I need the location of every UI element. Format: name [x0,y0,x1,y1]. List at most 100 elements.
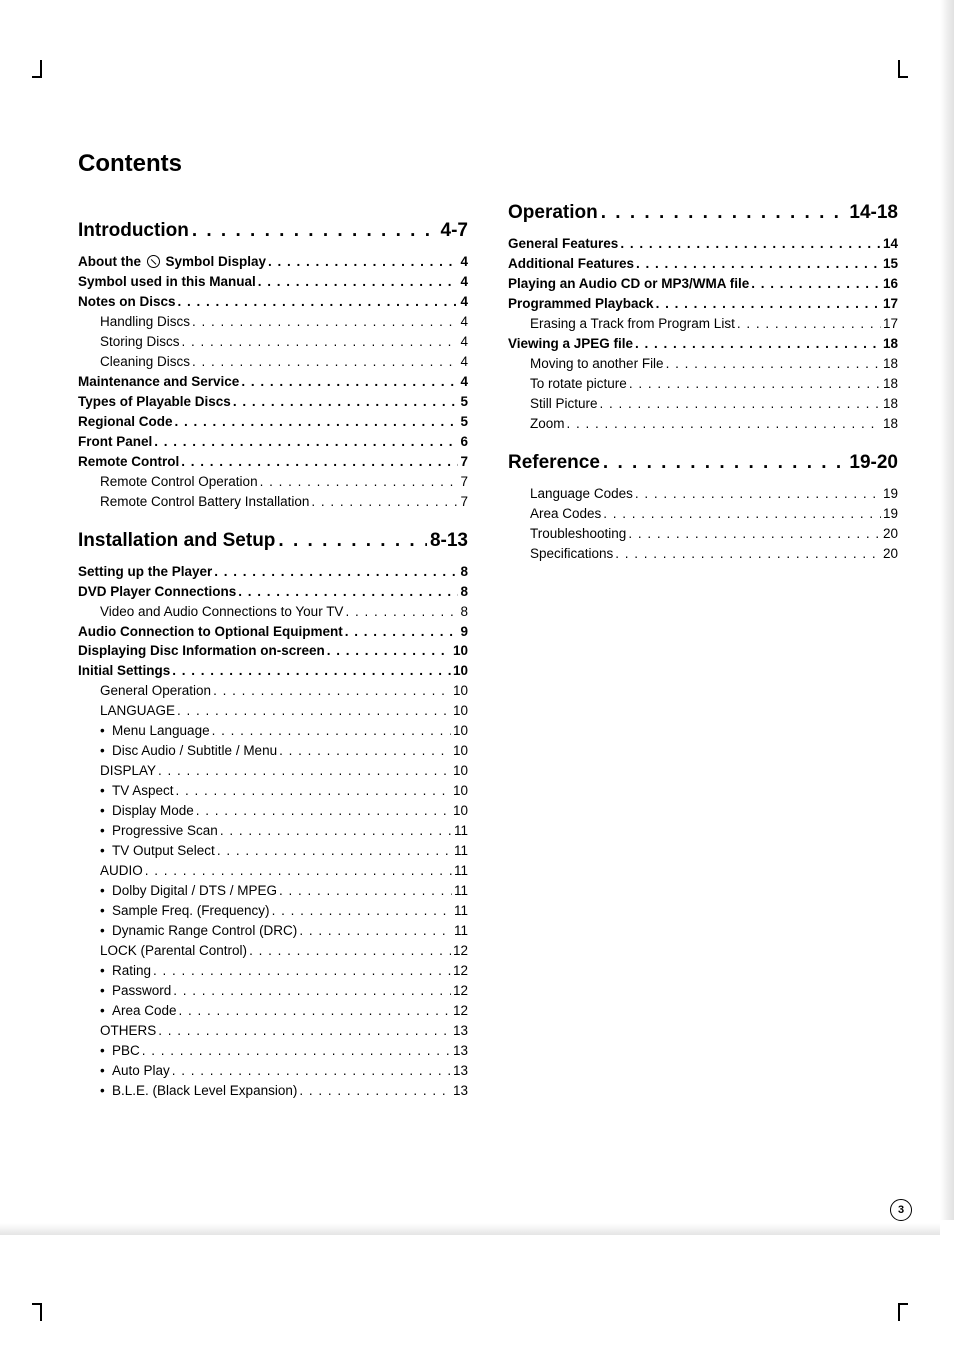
toc-row: •Progressive Scan . . . . . . . . . . . … [78,821,468,841]
crop-mark-bottom-left [24,1303,42,1321]
toc-leader-dots: . . . . . . . . . . . . . . . . . . . . … [279,881,452,901]
toc-row: Still Picture . . . . . . . . . . . . . … [508,394,898,414]
toc-row-page: 20 [883,524,898,544]
toc-row: Moving to another File . . . . . . . . .… [508,354,898,374]
page-content: Contents Introduction . . . . . . . . . … [78,150,898,1101]
toc-row: •Auto Play . . . . . . . . . . . . . . .… [78,1061,468,1081]
toc-row-page: 4 [460,272,468,292]
toc-row: Maintenance and Service . . . . . . . . … [78,372,468,392]
bullet-icon: • [100,1061,112,1081]
toc-row-page: 18 [883,334,898,354]
bullet-icon: • [100,741,112,761]
toc-row-page: 12 [453,981,468,1001]
toc-row-page: 5 [460,392,468,412]
toc-leader-dots: . . . . . . . . . . . . . . . . . . . . … [213,681,451,701]
toc-row: •PBC . . . . . . . . . . . . . . . . . .… [78,1041,468,1061]
bullet-icon: • [100,1001,112,1021]
toc-row-page: 6 [460,432,468,452]
toc-row-label: B.L.E. (Black Level Expansion) [112,1081,297,1101]
toc-row-page: 16 [883,274,898,294]
toc-leader-dots: . . . . . . . . . . . . . . . . . . . . … [601,202,847,224]
toc-leader-dots: . . . . . . . . . . . . . . . . . . . . … [154,432,458,452]
toc-row-page: 4 [460,252,468,272]
toc-row-label: Notes on Discs [78,292,176,312]
toc-section-pages: 8-13 [430,530,468,552]
bullet-icon: • [100,821,112,841]
toc-row-page: 18 [883,374,898,394]
toc-row-label: Audio Connection to Optional Equipment [78,622,343,642]
toc-leader-dots: . . . . . . . . . . . . . . . . . . . . … [258,272,459,292]
toc-leader-dots: . . . . . . . . . . . . . . . . . . . . … [172,1061,451,1081]
page-shadow-right [940,0,954,1220]
toc-leader-dots: . . . . . . . . . . . . . . . . . . . . … [620,234,881,254]
toc-row: Regional Code . . . . . . . . . . . . . … [78,412,468,432]
toc-row-label: General Operation [100,681,211,701]
toc-leader-dots: . . . . . . . . . . . . . . . . . . . . … [635,334,881,354]
toc-row-page: 9 [460,622,468,642]
toc-leader-dots: . . . . . . . . . . . . . . . . . . . . … [214,562,458,582]
toc-row: LANGUAGE . . . . . . . . . . . . . . . .… [78,701,468,721]
toc-leader-dots: . . . . . . . . . . . . . . . . . . . . … [179,1001,451,1021]
toc-row-label: Maintenance and Service [78,372,239,392]
toc-row: Specifications . . . . . . . . . . . . .… [508,544,898,564]
toc-row: •Menu Language . . . . . . . . . . . . .… [78,721,468,741]
toc-row: To rotate picture . . . . . . . . . . . … [508,374,898,394]
toc-leader-dots: . . . . . . . . . . . . . . . . . . . . … [666,354,881,374]
toc-row: Playing an Audio CD or MP3/WMA file . . … [508,274,898,294]
toc-row: Troubleshooting . . . . . . . . . . . . … [508,524,898,544]
toc-leader-dots: . . . . . . . . . . . . . . . . . . . . … [217,841,452,861]
toc-row-label: Remote Control Battery Installation [100,492,309,512]
bullet-icon: • [100,961,112,981]
toc-row-page: 15 [883,254,898,274]
toc-row: Types of Playable Discs . . . . . . . . … [78,392,468,412]
toc-row: Remote Control Operation . . . . . . . .… [78,472,468,492]
toc-row-label: Auto Play [112,1061,170,1081]
toc-left-column: Introduction . . . . . . . . . . . . . .… [78,202,468,1101]
toc-leader-dots: . . . . . . . . . . . . . . . . . . . . … [177,701,451,721]
toc-section-introduction: Introduction . . . . . . . . . . . . . .… [78,220,468,242]
toc-row: Displaying Disc Information on-screen . … [78,641,468,661]
toc-row-page: 4 [460,332,468,352]
toc-leader-dots: . . . . . . . . . . . . . . . . . . . . … [196,801,451,821]
toc-row-label: Cleaning Discs [100,352,190,372]
toc-row-label: Setting up the Player [78,562,212,582]
toc-section-label: Reference [508,452,600,474]
toc-leader-dots: . . . . . . . . . . . . . . . . . . . . … [636,254,881,274]
toc-row: •Disc Audio / Subtitle / Menu . . . . . … [78,741,468,761]
toc-section-installation: Installation and Setup . . . . . . . . .… [78,530,468,552]
toc-row-label: Symbol used in this Manual [78,272,256,292]
toc-row-label: DISPLAY [100,761,156,781]
toc-row-label: DVD Player Connections [78,582,236,602]
toc-row-label: Progressive Scan [112,821,218,841]
toc-leader-dots: . . . . . . . . . . . . . . . . . . . . … [158,1021,451,1041]
toc-row: Language Codes . . . . . . . . . . . . .… [508,484,898,504]
toc-row: Remote Control Battery Installation . . … [78,492,468,512]
toc-row: •Dynamic Range Control (DRC) . . . . . .… [78,921,468,941]
bullet-icon: • [100,1041,112,1061]
toc-row: General Operation . . . . . . . . . . . … [78,681,468,701]
toc-section-installation-rows: Setting up the Player . . . . . . . . . … [78,562,468,1101]
toc-leader-dots: . . . . . . . . . . . . . . . . . . . . … [278,530,427,552]
toc-row-page: 10 [453,661,468,681]
toc-row: Initial Settings . . . . . . . . . . . .… [78,661,468,681]
toc-row-label: LOCK (Parental Control) [100,941,247,961]
toc-row-page: 20 [883,544,898,564]
toc-row-label: Sample Freq. (Frequency) [112,901,270,921]
toc-right-column: Operation . . . . . . . . . . . . . . . … [508,202,898,1101]
toc-section-reference-rows: Language Codes . . . . . . . . . . . . .… [508,484,898,564]
toc-row-page: 10 [453,681,468,701]
toc-leader-dots: . . . . . . . . . . . . . . . . . . . . … [603,504,881,524]
toc-row-page: 13 [453,1081,468,1101]
toc-leader-dots: . . . . . . . . . . . . . . . . . . . . … [233,392,459,412]
toc-row: Area Codes . . . . . . . . . . . . . . .… [508,504,898,524]
toc-leader-dots: . . . . . . . . . . . . . . . . . . . . … [635,484,881,504]
page-shadow-bottom [0,1223,940,1235]
crop-mark-top-right [898,60,916,78]
toc-leader-dots: . . . . . . . . . . . . . . . . . . . . … [260,472,459,492]
toc-row-page: 10 [453,761,468,781]
toc-section-label: Introduction [78,220,189,242]
toc-row-page: 13 [453,1041,468,1061]
toc-row-label: Playing an Audio CD or MP3/WMA file [508,274,749,294]
toc-leader-dots: . . . . . . . . . . . . . . . . . . . . … [311,492,458,512]
toc-leader-dots: . . . . . . . . . . . . . . . . . . . . … [628,524,881,544]
